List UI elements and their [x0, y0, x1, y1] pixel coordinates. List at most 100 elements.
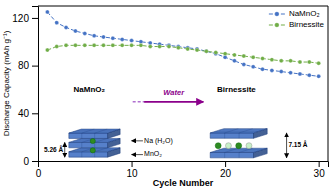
slab-grid	[239, 133, 240, 138]
point	[139, 40, 143, 44]
slab-grid	[219, 149, 262, 150]
annotation: 7.15 Å	[288, 140, 307, 148]
slab-grid	[81, 152, 82, 157]
annotations: NaMnO₂BirnessiteWaterNa (H₂O)MnO₂5.26 Å7…	[44, 85, 308, 158]
tick-label: 10	[126, 168, 138, 179]
na-sphere	[236, 143, 242, 149]
tick-mark	[132, 161, 133, 167]
point	[289, 59, 293, 63]
point	[83, 43, 87, 47]
tick-mark	[319, 161, 320, 167]
point	[120, 37, 124, 41]
inset-arrow	[132, 154, 143, 155]
annotation: Water	[163, 88, 185, 97]
inset-arrow	[64, 142, 65, 157]
tick-label: 120	[12, 13, 29, 24]
legend-label: NaMnO₂	[289, 9, 320, 18]
crystal-slab	[210, 129, 267, 139]
tick-mark	[32, 161, 38, 162]
point	[223, 52, 227, 56]
point	[120, 43, 124, 47]
point	[223, 55, 227, 59]
slab-face	[210, 133, 253, 138]
point	[73, 29, 77, 33]
slab-face	[69, 142, 108, 147]
point	[204, 49, 208, 53]
annotation: Na (H₂O)	[144, 137, 173, 145]
crystal-slab	[69, 138, 120, 147]
slab-grid	[239, 129, 253, 133]
tick: 20	[220, 161, 232, 179]
inset-arrow	[144, 101, 203, 103]
point	[261, 56, 265, 60]
tick: 10	[126, 161, 138, 179]
point	[111, 43, 115, 47]
slab-face	[210, 129, 267, 133]
slab-grid	[239, 148, 253, 152]
point	[251, 65, 255, 69]
point	[130, 39, 134, 43]
point	[279, 59, 283, 63]
slab-grid	[225, 148, 239, 152]
inset	[65, 102, 287, 158]
point	[167, 45, 171, 49]
tick-label: 20	[220, 168, 232, 179]
point	[176, 46, 180, 50]
tick: 120	[12, 13, 38, 24]
point	[148, 41, 152, 45]
tick: 40	[18, 108, 38, 119]
slab-grid	[81, 142, 82, 147]
slab-grid	[219, 130, 262, 131]
legend-item: Birnessite	[269, 20, 325, 29]
slab-grid	[225, 129, 239, 133]
y-axis-title: Discharge Capacity (mAh g⁻¹)	[2, 30, 11, 136]
legend-swatch	[275, 12, 280, 17]
slab-grid	[95, 148, 108, 152]
annotation: Birnessite	[217, 85, 256, 94]
na-sphere	[246, 143, 252, 149]
na-sphere	[90, 138, 95, 143]
crystal-slab	[210, 148, 267, 158]
point	[232, 59, 236, 63]
slab-grid	[215, 151, 258, 152]
point	[148, 45, 152, 49]
slab-grid	[81, 133, 82, 138]
axis-line	[39, 162, 329, 168]
chart: 010203004080120NaMnO₂BirnessiteWaterNa (…	[0, 0, 336, 189]
point	[270, 68, 274, 72]
point	[307, 60, 311, 64]
slab-grid	[215, 131, 258, 132]
point	[279, 70, 283, 74]
slab-grid	[82, 129, 95, 133]
point	[270, 58, 274, 62]
na-sphere	[90, 148, 95, 153]
tick-mark	[32, 113, 38, 114]
series	[45, 10, 320, 78]
point	[101, 43, 105, 47]
inset-arrow	[133, 101, 144, 103]
slab-grid	[239, 152, 240, 157]
point	[45, 48, 49, 52]
tick-mark	[225, 161, 226, 167]
point	[289, 71, 293, 75]
point	[55, 21, 59, 25]
point	[130, 43, 134, 47]
inset-arrow	[132, 140, 143, 141]
axis-line	[32, 7, 39, 162]
point	[45, 10, 49, 14]
crystal-slab	[69, 129, 120, 138]
annotation: MnO₂	[144, 150, 162, 157]
plot: 010203004080120NaMnO₂BirnessiteWaterNa (…	[12, 6, 328, 179]
frame-line	[328, 6, 329, 161]
tick-label: 30	[314, 168, 326, 179]
tick-label: 80	[18, 60, 30, 71]
point	[298, 60, 302, 64]
slab-grid	[95, 129, 108, 133]
point	[251, 55, 255, 59]
point	[307, 73, 311, 77]
point	[195, 48, 199, 52]
inset-arrow	[286, 133, 287, 158]
slab-face	[69, 152, 108, 157]
slab-grid	[73, 131, 112, 132]
point	[83, 31, 87, 35]
